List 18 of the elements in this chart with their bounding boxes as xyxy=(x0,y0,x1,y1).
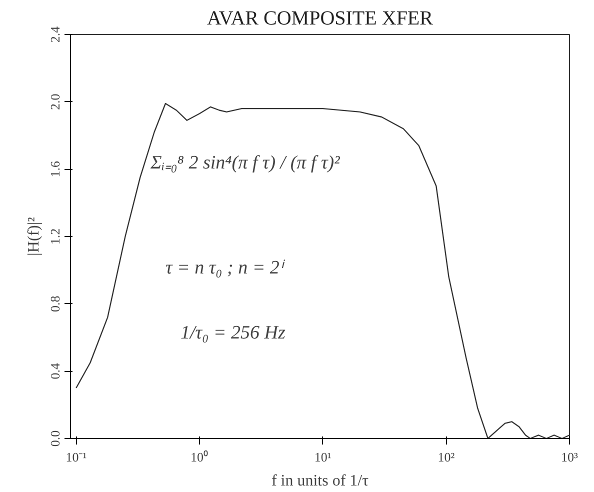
y-tick-label: 1.2 xyxy=(48,228,62,245)
y-tick-label: 2.0 xyxy=(48,94,62,110)
x-tick-label: 10² xyxy=(438,450,455,464)
y-tick-label: 0.4 xyxy=(48,362,62,380)
annotation: 1/τ₀ = 256 Hz xyxy=(180,322,286,344)
chart-title: AVAR COMPOSITE XFER xyxy=(207,8,434,30)
x-tick-label: 10¹ xyxy=(314,450,332,464)
y-tick-label: 1.6 xyxy=(48,160,62,178)
y-tick-label: 0.8 xyxy=(48,296,62,312)
y-tick-label: 0.0 xyxy=(48,430,62,447)
x-tick-label: 10³ xyxy=(561,450,578,464)
y-axis-title: |H(f)|² xyxy=(26,216,42,256)
x-axis-title: f in units of 1/τ xyxy=(271,472,370,490)
y-tick-label: 2.4 xyxy=(48,26,62,43)
annotation: τ = n τ₀ ; n = 2ⁱ xyxy=(166,258,286,278)
x-tick-label: 10⁰ xyxy=(190,450,208,464)
x-tick-label: 10⁻¹ xyxy=(66,450,87,464)
annotation: Σᵢ₌₀⁸ 2 sin⁴(π f τ) / (π f τ)² xyxy=(150,152,340,174)
